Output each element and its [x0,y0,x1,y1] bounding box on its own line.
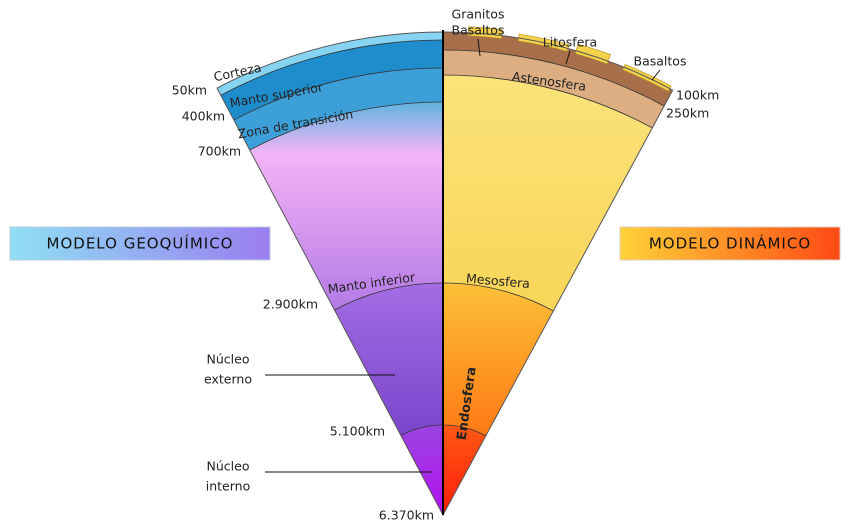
depth-label: 700km [198,144,241,159]
depth-label: 250km [666,106,709,121]
depth-label: 50km [172,83,207,98]
depth-label: 6.370km [379,508,434,523]
crust-label: Basaltos [634,54,687,69]
depth-label: 2.900km [263,297,318,312]
core-label: interno [206,479,250,494]
crust-label: Granitos [452,7,505,22]
core-label: externo [204,372,252,387]
depth-label: 400km [182,109,225,124]
layer-label: Litosfera [543,35,597,50]
depth-label: 5.100km [330,424,385,439]
model-title: MODELO GEOQUÍMICO [47,234,234,253]
layer [401,425,443,515]
earth-layers-diagram: MODELO GEOQUÍMICO MODELO DINÁMICO Cortez… [0,0,847,524]
model-title: MODELO DINÁMICO [649,234,811,253]
core-label: Núcleo [207,352,250,367]
crust-label: Basaltos [452,23,505,38]
depth-label: 100km [676,88,719,103]
core-label: Núcleo [207,459,250,474]
